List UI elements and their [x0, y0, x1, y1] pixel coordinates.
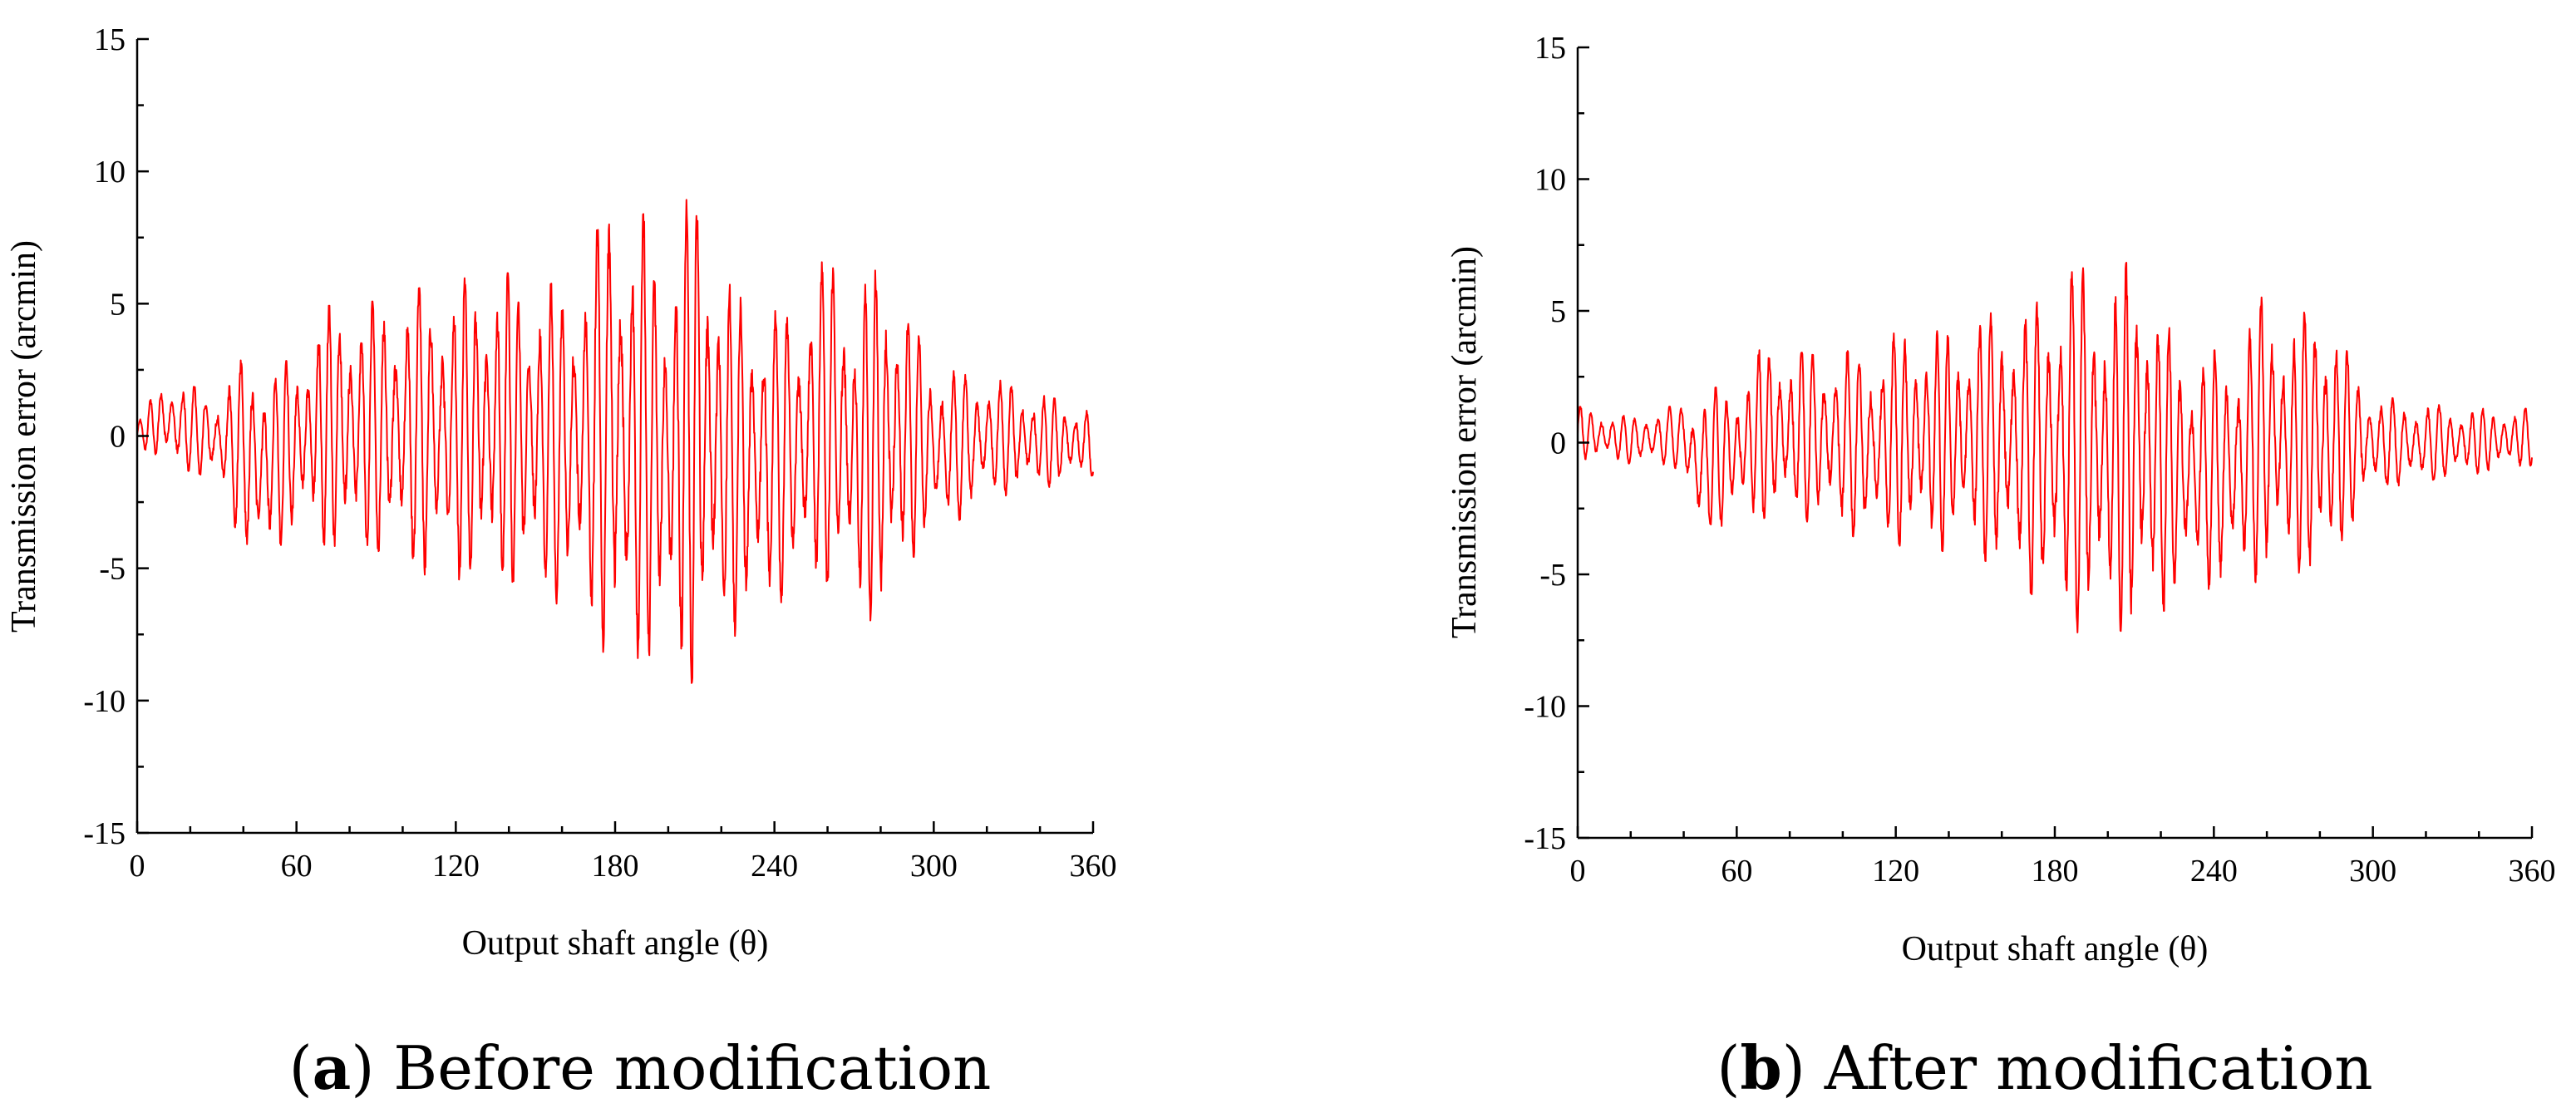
y-tick-label: 10	[1534, 163, 1566, 198]
y-tick-label: 5	[1550, 294, 1566, 329]
y-tick-label: 10	[94, 155, 126, 190]
series-line-1	[1577, 262, 2533, 633]
x-tick-label: 120	[432, 849, 480, 884]
x-tick-label: 240	[2190, 854, 2238, 889]
x-axis-title: Output shaft angle (θ)	[462, 924, 769, 963]
y-tick-label: 0	[1550, 426, 1566, 461]
y-tick-label: 5	[110, 287, 126, 322]
caption-text: Before modification	[393, 1033, 991, 1103]
y-tick-label: -10	[1524, 690, 1566, 725]
y-axis-title: Transmission error (arcmin)	[1446, 246, 1484, 638]
y-tick-label: 0	[110, 420, 126, 455]
caption-text: After modification	[1824, 1033, 2373, 1103]
x-axis-title: Output shaft angle (θ)	[1902, 930, 2209, 968]
x-tick-label: 60	[1721, 854, 1752, 889]
x-tick-label: 0	[130, 849, 145, 884]
x-tick-label: 300	[910, 849, 958, 884]
y-tick-label: 15	[94, 22, 126, 57]
x-tick-label: 300	[2349, 854, 2396, 889]
caption-letter: a	[313, 1032, 352, 1103]
panel-caption: (a) Before modification	[289, 1032, 992, 1103]
x-tick-label: 60	[281, 849, 313, 884]
x-tick-label: 180	[2032, 854, 2079, 889]
y-tick-label: -15	[1524, 821, 1566, 856]
x-tick-label: 240	[751, 849, 798, 884]
x-tick-label: 120	[1872, 854, 1919, 889]
series-line-1	[136, 199, 1094, 684]
y-tick-label: -15	[83, 816, 126, 851]
x-tick-label: 360	[1070, 849, 1117, 884]
y-tick-label: 15	[1534, 31, 1566, 66]
x-tick-label: 180	[592, 849, 639, 884]
y-tick-label: -10	[83, 684, 126, 719]
chart-panel-a: Transmission error (arcmin) Output shaft…	[5, 22, 1117, 1103]
x-tick-label: 360	[2509, 854, 2556, 889]
chart-panel-b: Transmission error (arcmin) Output shaft…	[1446, 31, 2556, 1103]
panel-caption: (b) After modification	[1717, 1032, 2372, 1103]
y-tick-label: -5	[99, 552, 126, 587]
y-axis-title: Transmission error (arcmin)	[5, 240, 43, 633]
caption-letter: b	[1740, 1032, 1781, 1103]
y-tick-label: -5	[1539, 558, 1566, 593]
x-tick-label: 0	[1570, 854, 1586, 889]
